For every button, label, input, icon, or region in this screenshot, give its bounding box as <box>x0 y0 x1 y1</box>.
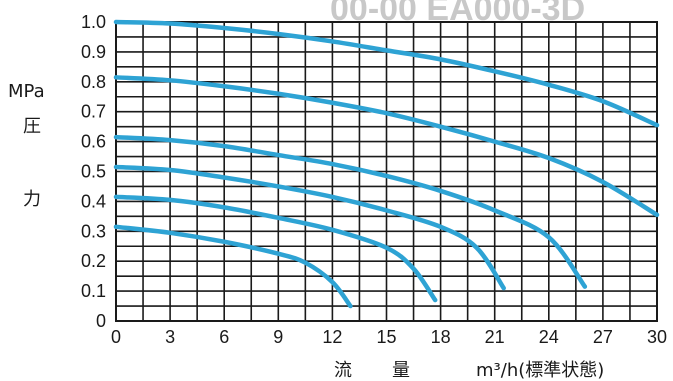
x-tick-label: 3 <box>165 327 175 347</box>
x-tick-label: 18 <box>431 327 451 347</box>
y-axis-unit: MPa <box>8 81 45 102</box>
y-tick-label: 0.6 <box>81 132 106 152</box>
y-tick-label: 0.9 <box>81 42 106 62</box>
x-tick-label: 15 <box>376 327 396 347</box>
x-tick-label: 0 <box>111 327 121 347</box>
series-curve-1 <box>113 19 660 128</box>
y-tick-label: 0.8 <box>81 72 106 92</box>
x-tick-labels: 0 3 6 9 12 15 18 21 24 27 30 <box>111 327 667 347</box>
y-axis-label-char-1: 圧 <box>23 116 41 137</box>
data-curves <box>113 19 660 309</box>
y-tick-label: 0.5 <box>81 162 106 182</box>
y-tick-label: 0 <box>96 311 106 331</box>
x-tick-label: 6 <box>219 327 229 347</box>
series-curve-4 <box>113 164 506 291</box>
x-axis-unit: m³/h(標準状態) <box>476 360 604 381</box>
x-tick-label: 24 <box>539 327 559 347</box>
series-curve-6 <box>113 224 353 309</box>
series-curve-3 <box>113 134 588 289</box>
x-tick-label: 12 <box>322 327 342 347</box>
y-tick-label: 0.4 <box>81 191 106 211</box>
x-tick-label: 30 <box>647 327 667 347</box>
y-tick-label: 0.2 <box>81 251 106 271</box>
y-tick-label: 0.1 <box>81 281 106 301</box>
x-tick-label: 21 <box>485 327 505 347</box>
y-axis-label-char-2: 力 <box>23 189 41 210</box>
x-tick-label: 27 <box>593 327 613 347</box>
x-axis-label-char-2: 量 <box>392 360 410 381</box>
y-tick-labels: 0 0.1 0.2 0.3 0.4 0.5 0.6 0.7 0.8 0.9 1.0 <box>81 12 106 331</box>
x-tick-label: 9 <box>273 327 283 347</box>
series-curve-2 <box>113 75 660 218</box>
y-tick-label: 1.0 <box>81 12 106 32</box>
chart-title-fragment: 00-00 EA000-3D <box>330 0 585 28</box>
plot-frame <box>115 21 658 322</box>
x-axis-label-char-1: 流 <box>334 360 352 381</box>
y-tick-label: 0.3 <box>81 221 106 241</box>
series-curve-5 <box>113 194 438 303</box>
y-tick-label: 0.7 <box>81 102 106 122</box>
